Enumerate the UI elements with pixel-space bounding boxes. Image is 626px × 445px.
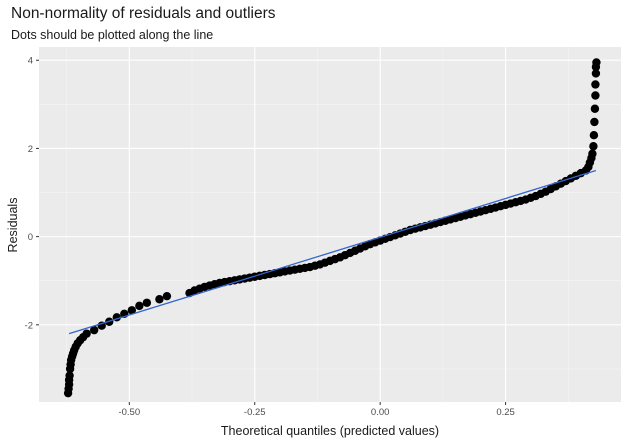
data-point [65, 371, 74, 380]
x-tick-label: -0.25 [244, 407, 266, 418]
chart-title: Non-normality of residuals and outliers [11, 5, 276, 22]
x-tick-label: 0.25 [496, 407, 515, 418]
data-point [591, 80, 600, 89]
data-point [590, 117, 599, 127]
reference-line [68, 169, 597, 335]
data-point [591, 69, 601, 78]
data-point [89, 325, 99, 335]
y-axis-title: Residuals [6, 198, 20, 253]
data-point [589, 142, 598, 151]
y-tick-label: 2 [28, 144, 33, 155]
x-axis-title: Theoretical quantiles (predicted values) [221, 424, 439, 438]
data-point [588, 149, 597, 158]
data-point [155, 295, 164, 304]
x-tick-label: 0.00 [371, 407, 390, 418]
axes: -0.50 -0.25 0.00 0.25 -2 0 2 4 [25, 56, 515, 418]
data-point [592, 58, 601, 67]
y-tick-label: -2 [25, 320, 33, 331]
plot-panel [39, 47, 621, 402]
y-tick-label: 4 [28, 56, 33, 67]
data-point [127, 306, 137, 315]
data-point [590, 104, 600, 113]
major-gridlines [39, 47, 621, 402]
data-point [82, 329, 91, 338]
data-point [162, 291, 172, 301]
chart-subtitle: Dots should be plotted along the line [11, 28, 214, 42]
x-tick-label: -0.50 [118, 407, 140, 418]
data-point [589, 130, 599, 140]
reference-line-group [68, 169, 597, 335]
y-tick-label: 0 [28, 232, 33, 243]
data-point [591, 91, 600, 100]
data-point [142, 298, 152, 307]
data-point [135, 301, 144, 311]
